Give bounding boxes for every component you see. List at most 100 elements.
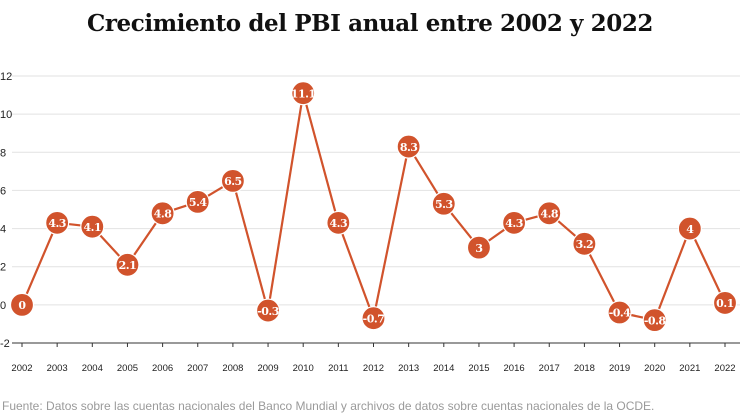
data-point-2004: 4.1 bbox=[80, 214, 105, 239]
x-tick-label: 2010 bbox=[293, 363, 314, 374]
data-label: -0.4 bbox=[609, 307, 632, 320]
data-point-2007: 5.4 bbox=[185, 189, 210, 214]
data-point-marker bbox=[431, 191, 456, 216]
x-tick-label: 2019 bbox=[609, 363, 630, 374]
data-point-marker bbox=[361, 306, 386, 331]
y-tick-label: 10 bbox=[0, 109, 12, 121]
data-point-marker bbox=[291, 81, 316, 106]
x-tick-label: 2012 bbox=[363, 363, 384, 374]
data-point-2018: 3.2 bbox=[572, 231, 597, 256]
data-points: 0 4.3 4.1 2.1 4.8 5.4 6.5 -0.3 11.1 4.3 -0.7 8.3 5.3… bbox=[9, 81, 738, 333]
data-label: 2.1 bbox=[119, 259, 137, 272]
data-point-2003: 4.3 bbox=[45, 210, 70, 235]
data-point-marker bbox=[185, 189, 210, 214]
data-point-2017: 4.8 bbox=[537, 201, 562, 226]
data-point-2010: 11.1 bbox=[291, 81, 316, 106]
data-point-marker bbox=[537, 201, 562, 226]
data-point-marker bbox=[326, 210, 351, 235]
data-point-marker bbox=[396, 134, 421, 159]
x-tick-label: 2002 bbox=[11, 363, 32, 374]
data-label: 5.3 bbox=[435, 198, 453, 211]
series-line bbox=[20, 92, 726, 322]
series-line-path bbox=[20, 92, 726, 322]
data-point-2013: 8.3 bbox=[396, 134, 421, 159]
data-point-2016: 4.3 bbox=[501, 210, 527, 235]
x-tick-label: 2004 bbox=[82, 363, 103, 374]
data-point-2006: 4.8 bbox=[150, 201, 175, 226]
y-tick-label: 2 bbox=[0, 262, 6, 274]
data-label: 11.1 bbox=[291, 87, 316, 100]
x-tick-label: 2007 bbox=[187, 363, 208, 374]
data-point-2020: -0.8 bbox=[642, 308, 667, 333]
x-tick-label: 2008 bbox=[222, 363, 243, 374]
data-label: 0 bbox=[18, 299, 26, 312]
x-tick-label: 2011 bbox=[328, 363, 348, 374]
data-label: 4.3 bbox=[505, 217, 523, 230]
data-label: 4.1 bbox=[83, 221, 101, 234]
x-tick-label: 2009 bbox=[257, 363, 278, 374]
y-tick-label: 0 bbox=[0, 300, 6, 312]
x-axis bbox=[12, 342, 740, 347]
data-point-marker bbox=[220, 168, 245, 193]
data-label: 4 bbox=[686, 223, 694, 236]
y-tick-label: 4 bbox=[0, 224, 6, 236]
data-label: 3.2 bbox=[576, 238, 594, 251]
y-tick-label: 12 bbox=[0, 71, 12, 83]
x-tick-label: 2022 bbox=[714, 363, 735, 374]
y-tick-label: 8 bbox=[0, 147, 6, 159]
data-point-2011: 4.3 bbox=[326, 210, 351, 235]
data-point-marker bbox=[466, 235, 492, 260]
x-tick-label: 2014 bbox=[433, 363, 454, 374]
data-point-2022: 0.1 bbox=[712, 290, 738, 316]
source-note: Fuente: Datos sobre las cuentas nacional… bbox=[2, 399, 655, 413]
data-point-2009: -0.3 bbox=[255, 298, 281, 323]
data-point-2014: 5.3 bbox=[431, 191, 456, 216]
x-tick-label: 2005 bbox=[117, 363, 138, 374]
data-point-2012: -0.7 bbox=[361, 306, 386, 331]
data-label: -0.8 bbox=[644, 314, 667, 327]
data-point-marker bbox=[572, 231, 597, 256]
data-label: 3 bbox=[475, 242, 482, 255]
data-point-marker bbox=[677, 216, 702, 241]
data-label: 5.4 bbox=[189, 196, 207, 209]
data-point-marker bbox=[115, 252, 140, 277]
data-label: -0.3 bbox=[257, 305, 279, 318]
data-point-marker bbox=[255, 298, 281, 323]
data-point-2015: 3 bbox=[466, 235, 492, 260]
y-tick-label: -2 bbox=[0, 338, 10, 350]
data-point-marker bbox=[642, 308, 667, 333]
data-point-marker bbox=[150, 201, 175, 226]
data-point-2002: 0 bbox=[9, 292, 35, 317]
x-tick-label: 2006 bbox=[152, 363, 173, 374]
x-tick-label: 2015 bbox=[468, 363, 489, 374]
data-label: 0.1 bbox=[716, 297, 734, 310]
data-label: 4.8 bbox=[154, 208, 172, 221]
data-label: 4.3 bbox=[48, 217, 66, 230]
y-axis-labels: -2 0 2 4 6 8 10 12 bbox=[0, 71, 12, 350]
data-point-2005: 2.1 bbox=[115, 252, 140, 277]
data-point-marker bbox=[45, 210, 70, 235]
x-tick-label: 2017 bbox=[539, 363, 560, 374]
chart-title: Crecimiento del PBI anual entre 2002 y 2… bbox=[86, 10, 654, 37]
x-tick-label: 2021 bbox=[679, 363, 700, 374]
data-label: 8.3 bbox=[400, 141, 418, 154]
x-tick-label: 2013 bbox=[398, 363, 419, 374]
data-label: -0.7 bbox=[363, 312, 385, 325]
x-tick-label: 2003 bbox=[47, 363, 68, 374]
x-tick-label: 2018 bbox=[574, 363, 595, 374]
data-point-marker bbox=[80, 214, 105, 239]
x-tick-label: 2016 bbox=[504, 363, 525, 374]
data-label: 6.5 bbox=[224, 175, 242, 188]
data-point-marker bbox=[712, 290, 738, 316]
data-point-marker bbox=[607, 300, 632, 325]
y-tick-label: 6 bbox=[0, 185, 6, 197]
data-point-2021: 4 bbox=[677, 216, 702, 241]
data-label: 4.3 bbox=[330, 217, 348, 230]
x-axis-labels: 2002 2003 2004 2005 2006 2007 2008 2009 2010 2011… bbox=[11, 363, 735, 374]
data-label: 4.8 bbox=[540, 208, 558, 221]
data-point-marker bbox=[9, 292, 35, 317]
data-point-2019: -0.4 bbox=[607, 300, 632, 325]
x-tick-label: 2020 bbox=[644, 363, 665, 374]
data-point-marker bbox=[501, 210, 527, 235]
